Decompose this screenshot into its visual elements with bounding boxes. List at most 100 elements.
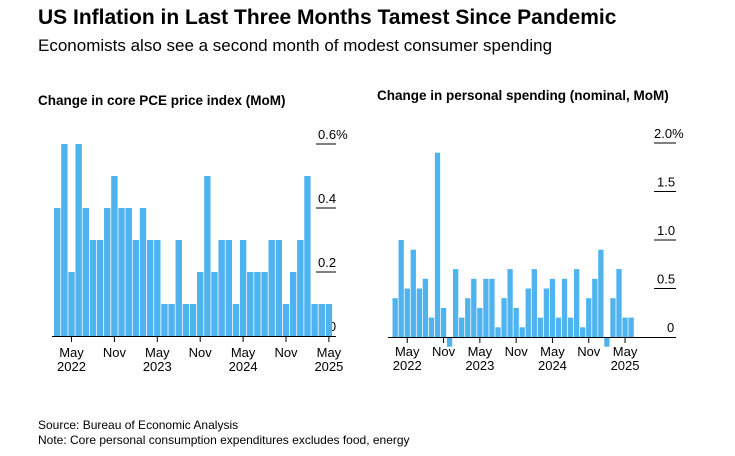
pce-bar [247,272,254,336]
spending-bar [501,298,507,337]
spending-bar [440,307,447,337]
pce-x-year-label: 2022 [57,359,86,374]
pce-bar [139,208,147,336]
spending-bar [410,249,416,337]
pce-x-tick-label: May [145,345,170,360]
pce-bar [289,272,297,336]
spending-bar [580,327,586,337]
pce-x-year-label: 2024 [229,359,258,374]
spending-bar [507,269,513,337]
spending-bar [549,278,556,337]
spending-bar [616,269,622,337]
spending-y-tick-label: 1.5 [657,175,675,190]
pce-bar [125,208,132,336]
pce-bar [282,304,290,336]
pce-x-tick-label: Nov [103,345,127,360]
pce-bar [197,272,204,336]
core-pce-chart: 0.6%0.40.20.0May2022NovMay2023NovMay2024… [52,127,348,374]
pce-bar [225,240,232,336]
spending-bar [404,288,410,337]
pce-bar [239,240,247,336]
spending-x-tick-label: Nov [432,344,456,359]
spending-y-tick-label: 1.0 [657,223,675,238]
pce-bar [111,176,118,336]
pce-bar [261,272,268,336]
spending-bar [574,269,580,337]
pce-x-year-label: 2025 [314,359,343,374]
pce-x-tick-label: May [231,345,256,360]
footer: Source: Bureau of Economic Analysis Note… [38,418,410,448]
spending-bar [477,307,483,337]
pce-bar [61,144,68,336]
pce-bar [311,304,318,336]
spending-bar [459,317,465,337]
pce-bar [189,304,197,336]
pce-bar [318,304,325,336]
spending-bar [471,278,477,337]
pce-bar [304,176,311,336]
pce-bar [232,304,240,336]
pce-y-tick-label: 0.4 [318,191,336,206]
spending-bar [555,317,562,337]
spending-bar [495,327,501,337]
spending-bar [537,317,543,337]
pce-bar [268,240,275,336]
spending-bar [622,317,628,337]
pce-bar [275,240,283,336]
spending-bar [610,298,616,337]
spending-bar [453,269,459,337]
pce-bar [175,240,182,336]
pce-x-tick-label: Nov [189,345,213,360]
pce-bar [75,144,82,336]
spending-bar [531,269,537,337]
pce-bar [82,208,89,336]
pce-bar [118,208,125,336]
spending-bar [567,317,574,337]
spending-x-tick-label: Nov [577,344,601,359]
pce-bar [146,240,154,336]
spending-bar [604,337,610,347]
spending-bar [561,278,568,337]
pce-x-tick-label: Nov [274,345,298,360]
source-note: Source: Bureau of Economic Analysis [38,418,239,432]
pce-bar [325,304,333,336]
core-pce-chart-title: Change in core PCE price index (MoM) [38,93,286,108]
pce-bar [204,176,211,336]
pce-bar [168,304,175,336]
pce-bar [218,240,225,336]
pce-bar [68,272,75,336]
spending-x-tick-label: May [613,344,638,359]
pce-y-tick-label: 0.6% [318,127,348,142]
pce-bar [54,208,61,336]
spending-bar [422,278,429,337]
spending-bar [489,278,495,337]
spending-bar [586,298,592,337]
spending-y-tick-label: 2.0% [654,126,684,141]
pce-x-tick-label: May [59,345,84,360]
spending-bar [434,152,441,337]
personal-spending-chart-title: Change in personal spending (nominal, Mo… [377,88,669,103]
spending-bar [598,249,604,337]
spending-x-year-label: 2024 [538,358,567,373]
pce-bar [297,240,304,336]
pce-bar [211,272,218,336]
spending-bar [398,240,404,337]
pce-x-tick-label: May [317,345,342,360]
spending-y-tick-label: 0 [667,320,674,335]
page-title: US Inflation in Last Three Months Tamest… [38,6,617,29]
spending-bar [416,288,422,337]
spending-bar [513,307,519,337]
spending-bar [465,298,471,337]
footnote: Note: Core personal consumption expendit… [38,433,410,447]
pce-bar [132,240,140,336]
page-subtitle: Economists also see a second month of mo… [38,36,553,55]
spending-x-tick-label: May [540,344,565,359]
spending-bar [519,327,525,337]
spending-x-tick-label: May [468,344,493,359]
spending-y-tick-label: 0.5 [657,272,675,287]
spending-bar [592,278,598,337]
spending-bar [628,317,634,337]
pce-bar [161,304,168,336]
